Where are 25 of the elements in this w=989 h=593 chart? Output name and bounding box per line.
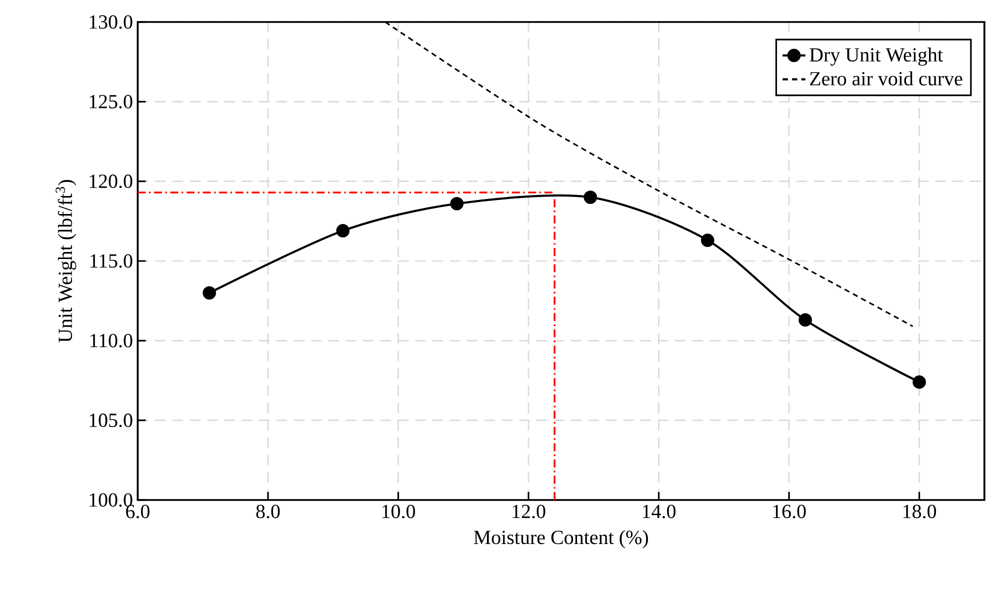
x-tick-label: 14.0 [643, 504, 676, 518]
point [584, 190, 598, 204]
x-tick-label: 8.0 [256, 504, 280, 518]
point [798, 313, 812, 327]
x-tick-label: 10.0 [382, 504, 415, 518]
point [912, 375, 926, 389]
x-axis-title: Moisture Content (%) [474, 530, 648, 548]
legend-label: Zero air void curve [810, 71, 962, 86]
y-tick-label: 120.0 [90, 174, 132, 188]
point [450, 196, 464, 210]
point [700, 234, 714, 247]
y-axis-title: Unit Weight (lbf/ft$^{3}$) [56, 180, 76, 342]
point [202, 286, 216, 300]
y-tick-label: 115.0 [90, 254, 132, 268]
x-tick-label: 16.0 [773, 504, 806, 518]
y-tick-label: 105.0 [90, 414, 132, 428]
y-tick-label: 125.0 [90, 94, 132, 108]
x-tick-label: 18.0 [904, 504, 936, 518]
y-tick-label: 110.0 [90, 334, 132, 348]
point [336, 224, 350, 238]
legend-label: Dry Unit Weight [810, 48, 943, 66]
x-tick-label: 12.0 [512, 504, 546, 518]
x-tick-label: 6.0 [126, 504, 150, 518]
y-tick-label: 130.0 [90, 15, 132, 29]
y-tick-label: 100.0 [90, 493, 132, 507]
